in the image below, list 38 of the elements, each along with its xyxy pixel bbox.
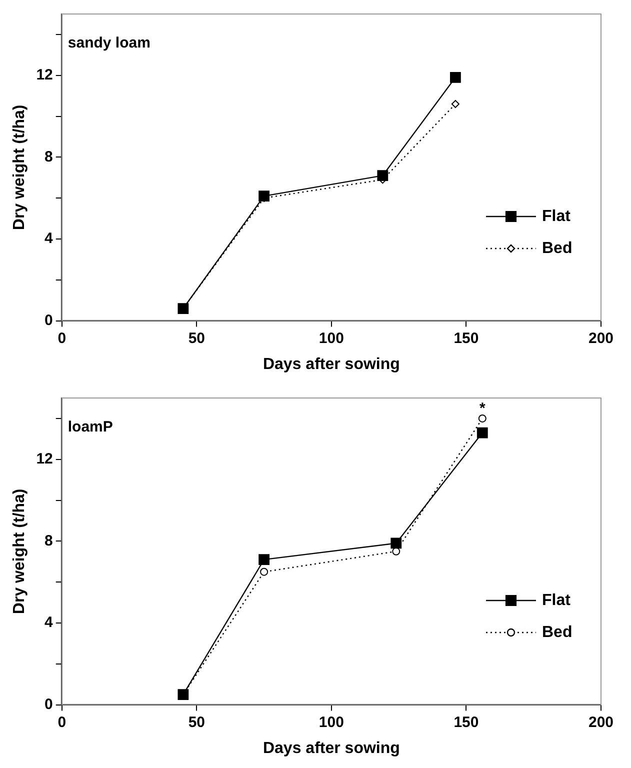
- legend-label: Bed: [542, 240, 572, 257]
- point: [390, 538, 402, 549]
- y-axis-title: Dry weight (t/ha): [11, 488, 28, 614]
- y-tick-label: 12: [36, 66, 53, 84]
- point: [258, 554, 270, 566]
- point: [377, 170, 388, 182]
- annotation: sandy loam: [68, 34, 150, 52]
- x-tick-label: 150: [454, 330, 479, 347]
- y-tick-label: 0: [44, 696, 53, 713]
- y-axis-title: Dry weight (t/ha): [11, 104, 28, 230]
- legend-label: Flat: [542, 592, 572, 609]
- x-tick-label: 150: [454, 714, 479, 731]
- point: [260, 568, 268, 576]
- x-tick-label: 50: [188, 714, 206, 731]
- point: [450, 72, 461, 83]
- x-axis-title: Days after sowing: [262, 356, 400, 373]
- x-axis-title: Days after sowing: [262, 740, 400, 757]
- x-tick-label: 200: [588, 714, 614, 731]
- x-tick-label: 50: [188, 330, 206, 347]
- y-tick-label: 12: [36, 450, 53, 468]
- y-tick-label: 4: [44, 614, 54, 632]
- annotation: loamP: [68, 418, 113, 436]
- y-tick-label: 8: [44, 148, 53, 166]
- legend-label: Bed: [542, 624, 572, 641]
- x-tick-label: 200: [588, 330, 614, 347]
- point: [258, 190, 270, 202]
- point: [476, 427, 488, 438]
- y-tick-label: 0: [44, 312, 53, 329]
- x-tick-label: 0: [58, 330, 66, 347]
- x-tick-label: 100: [318, 330, 344, 347]
- point: [478, 414, 486, 422]
- y-tick-label: 8: [44, 532, 53, 550]
- legend-label: Flat: [542, 208, 572, 225]
- point: [451, 100, 460, 108]
- y-tick-label: 4: [44, 230, 54, 248]
- x-tick-label: 0: [58, 714, 66, 731]
- annotation: *: [479, 400, 486, 418]
- x-tick-label: 100: [318, 714, 344, 731]
